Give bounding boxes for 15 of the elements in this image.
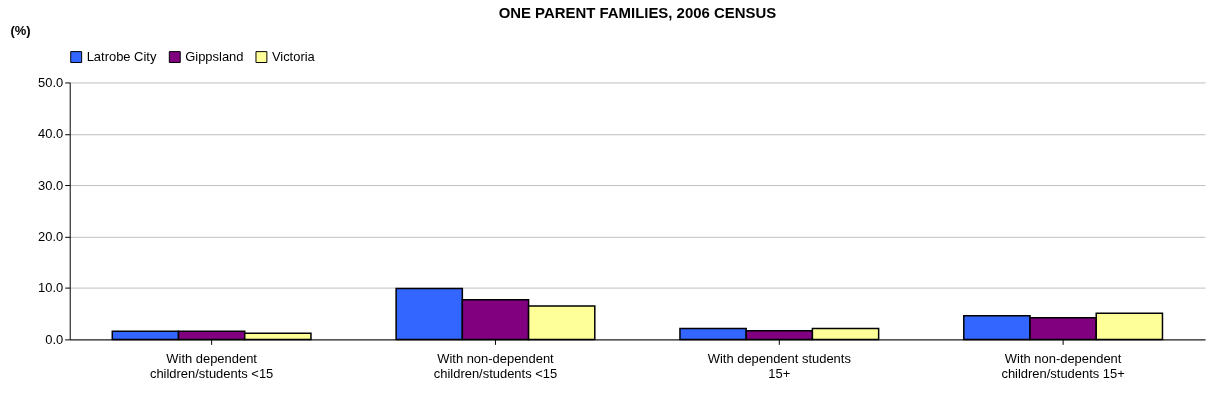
x-tick-label: With non-dependent children/students <15 xyxy=(433,350,558,381)
legend-label: Latrobe City xyxy=(86,49,157,65)
x-tick-label: With dependent children/students <15 xyxy=(149,350,274,381)
x-tick-label: With dependent students 15+ xyxy=(707,350,851,381)
y-tick-label: 10.0 xyxy=(38,280,64,296)
x-tick-label: With non-dependent children/students 15+ xyxy=(1001,350,1125,381)
y-tick-label: 20.0 xyxy=(38,229,64,245)
legend-label: Gippsland xyxy=(185,49,244,65)
y-tick-label: 30.0 xyxy=(38,177,64,193)
chart-title: ONE PARENT FAMILIES, 2006 CENSUS xyxy=(498,3,777,21)
y-tick-label: 50.0 xyxy=(38,74,64,90)
y-tick-label: 0.0 xyxy=(45,331,64,347)
y-tick-label: 40.0 xyxy=(38,126,64,142)
y-axis-title: (%) xyxy=(10,23,31,39)
legend-label: Victoria xyxy=(271,49,316,65)
